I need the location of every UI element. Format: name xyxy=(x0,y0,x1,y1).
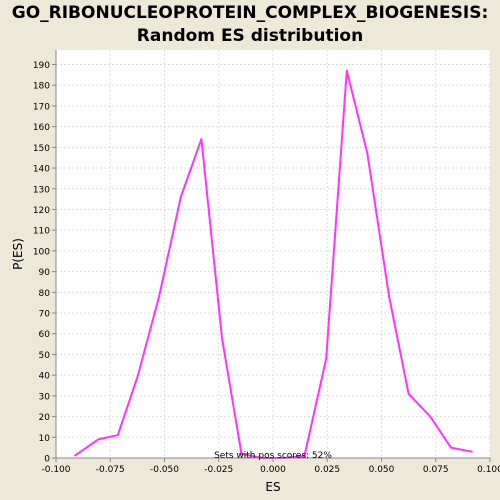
y-tick-label: 120 xyxy=(33,206,50,216)
chart-title-line-2: Random ES distribution xyxy=(136,26,364,46)
y-tick-label: 70 xyxy=(39,310,51,320)
y-tick-label: 140 xyxy=(33,165,50,175)
annotation-text: Sets with pos scores: 52% xyxy=(214,451,332,461)
y-tick-label: 0 xyxy=(44,455,50,465)
x-tick-label: 0.000 xyxy=(260,465,286,475)
x-tick-label: -0.075 xyxy=(96,465,125,475)
y-tick-label: 170 xyxy=(33,102,50,112)
chart-title-line-1: GO_RIBONUCLEOPROTEIN_COMPLEX_BIOGENESIS: xyxy=(11,3,489,23)
x-tick-label: 0.075 xyxy=(423,465,449,475)
y-tick-label: 60 xyxy=(39,330,51,340)
y-tick-label: 150 xyxy=(33,144,50,154)
chart-title: GO_RIBONUCLEOPROTEIN_COMPLEX_BIOGENESIS:… xyxy=(0,2,500,48)
y-tick-label: 190 xyxy=(33,61,50,71)
y-tick-label: 90 xyxy=(39,268,51,278)
ticks: -0.100 -0.075 -0.050 -0.025 0.000 0.025 0.050 0… xyxy=(33,61,500,475)
x-axis-label: ES xyxy=(265,480,280,494)
x-tick-label: 0.100 xyxy=(477,465,500,475)
grid xyxy=(55,50,491,459)
x-tick-label: 0.025 xyxy=(314,465,340,475)
x-tick-label: -0.025 xyxy=(204,465,233,475)
y-tick-label: 130 xyxy=(33,185,50,195)
y-tick-label: 40 xyxy=(39,372,51,382)
y-tick-label: 100 xyxy=(33,247,50,257)
y-tick-label: 110 xyxy=(33,227,50,237)
y-tick-label: 50 xyxy=(39,351,51,361)
y-tick-label: 80 xyxy=(39,289,51,299)
x-tick-label: 0.050 xyxy=(369,465,395,475)
y-tick-label: 160 xyxy=(33,123,50,133)
x-tick-label: -0.050 xyxy=(150,465,179,475)
x-tick-label: -0.100 xyxy=(41,465,70,475)
y-tick-label: 20 xyxy=(39,413,51,423)
y-tick-label: 10 xyxy=(39,434,51,444)
y-axis-label: P(ES) xyxy=(11,238,25,270)
y-tick-label: 180 xyxy=(33,82,50,92)
y-tick-label: 30 xyxy=(39,392,51,402)
